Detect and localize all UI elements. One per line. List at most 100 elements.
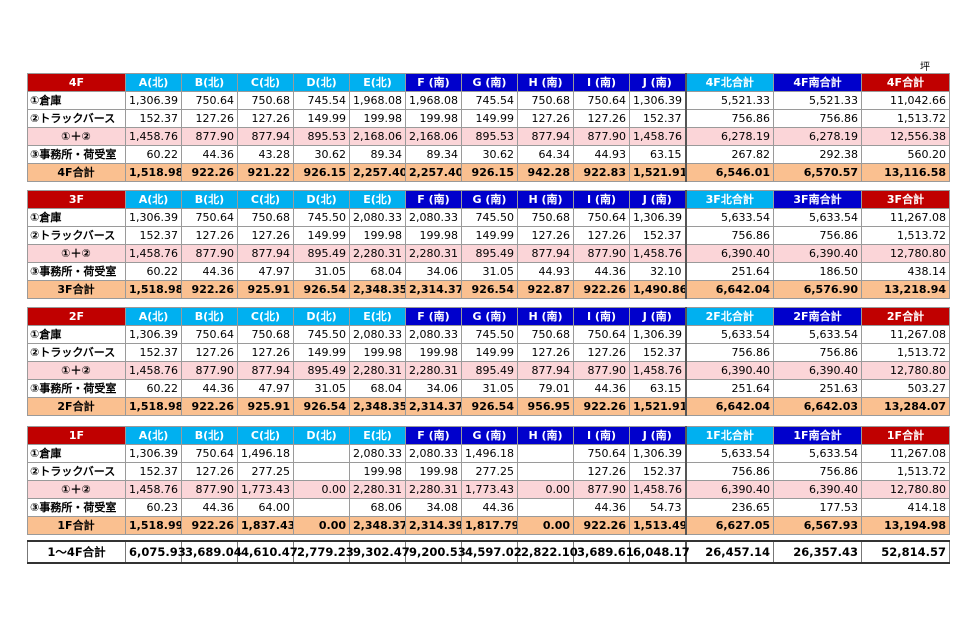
grand-total-table: 1～4F合計 6,075.93 3,689.04 4,610.47 2,779.23 9,…	[27, 540, 950, 564]
table-cell: 1,518.99	[125, 516, 182, 535]
table-cell: 12,556.38	[861, 127, 950, 146]
table-cell: 199.98	[349, 109, 406, 128]
table-cell: 43.28	[237, 145, 294, 164]
table-cell: 11,267.08	[861, 208, 950, 227]
table-cell: 68.06	[349, 498, 406, 517]
table-cell: 1,518.98	[125, 280, 182, 299]
table-cell: 127.26	[181, 226, 238, 245]
column-header: J (南)	[629, 190, 686, 209]
table-cell: 6,576.90	[773, 280, 862, 299]
table-cell: 30.62	[293, 145, 350, 164]
table-cell: 922.26	[573, 516, 630, 535]
unit-label: 坪	[920, 62, 930, 73]
table-cell: 1,306.39	[629, 208, 686, 227]
table-cell: 922.83	[573, 163, 630, 182]
table-cell: 2,257.40	[349, 163, 406, 182]
table-row-floor-total: 2F合計 1,518.98 922.26 925.91 926.54 2,348.35 2,…	[27, 397, 950, 416]
table-cell: 756.86	[684, 343, 774, 362]
column-header: I (南)	[573, 190, 630, 209]
row-label: 4F合計	[27, 163, 126, 182]
table-cell: 6,546.01	[684, 163, 774, 182]
row-label: 2F合計	[27, 397, 126, 416]
table-cell: 1,490.86	[629, 280, 686, 299]
table-cell: 2,280.31	[349, 361, 406, 380]
column-header: E(北)	[349, 307, 406, 326]
row-label: ①倉庫	[27, 208, 126, 227]
table-cell: 1,306.39	[629, 325, 686, 344]
table-cell: 60.22	[125, 262, 182, 281]
table-cell: 47.97	[237, 379, 294, 398]
table-cell: 2,257.40	[405, 163, 462, 182]
table-row-floor-total: 4F合計 1,518.98 922.26 921.22 926.15 2,257.40 2,…	[27, 163, 950, 182]
table-cell: 1,306.39	[629, 91, 686, 110]
table-header-row: 1F A(北) B(北) C(北) D(北) E(北) F (南) G (南) H (南) I (…	[27, 426, 950, 445]
table-cell: 1,458.76	[629, 244, 686, 263]
table-cell: 2,314.37	[405, 397, 462, 416]
grand-total-cell: 26,357.43	[773, 540, 862, 564]
table-cell: 64.34	[517, 145, 574, 164]
table-cell: 756.86	[684, 109, 774, 128]
grand-total-row: 1～4F合計 6,075.93 3,689.04 4,610.47 2,779.23 9,…	[27, 540, 950, 564]
table-cell: 895.53	[461, 127, 518, 146]
table-cell: 34.06	[405, 379, 462, 398]
table-row-office: ③事務所・荷受室 60.22 44.36 43.28 30.62 89.34 89.34 30…	[27, 145, 950, 164]
table-cell: 30.62	[461, 145, 518, 164]
table-cell: 750.68	[237, 208, 294, 227]
table-cell: 277.25	[237, 462, 294, 481]
table-cell: 152.37	[629, 226, 686, 245]
table-row-floor-total: 1F合計 1,518.99 922.26 1,837.43 0.00 2,348.37 2,…	[27, 516, 950, 535]
column-header: I (南)	[573, 73, 630, 92]
table-cell: 1,458.76	[125, 127, 182, 146]
table-cell: 44.36	[461, 498, 518, 517]
table-cell: 877.90	[573, 480, 630, 499]
column-header: D(北)	[293, 190, 350, 209]
table-cell: 922.26	[573, 397, 630, 416]
table-cell: 13,218.94	[861, 280, 950, 299]
table-cell: 2,314.39	[405, 516, 462, 535]
table-cell: 1,968.08	[405, 91, 462, 110]
table-cell: 31.05	[461, 379, 518, 398]
table-cell: 750.64	[181, 444, 238, 463]
table-cell: 127.26	[181, 343, 238, 362]
table-cell: 745.54	[461, 91, 518, 110]
table-cell	[293, 444, 350, 463]
table-cell: 922.26	[181, 163, 238, 182]
table-header-row: 4F A(北) B(北) C(北) D(北) E(北) F (南) G (南) H (南) I (…	[27, 73, 950, 92]
table-cell	[293, 462, 350, 481]
table-cell: 756.86	[684, 462, 774, 481]
table-cell: 2,280.31	[349, 480, 406, 499]
table-cell: 1,513.72	[861, 226, 950, 245]
table-cell: 277.25	[461, 462, 518, 481]
table-cell: 750.64	[573, 91, 630, 110]
table-cell: 922.87	[517, 280, 574, 299]
table-row-warehouse: ①倉庫 1,306.39 750.64 750.68 745.50 2,080.33 2,0…	[27, 208, 950, 227]
table-cell: 127.26	[181, 462, 238, 481]
table-cell: 877.90	[573, 244, 630, 263]
table-cell: 895.49	[461, 244, 518, 263]
table-cell: 877.90	[573, 127, 630, 146]
row-label: ②トラックバース	[27, 109, 126, 128]
table-cell: 1,513.72	[861, 343, 950, 362]
table-cell: 152.37	[125, 226, 182, 245]
row-label: ③事務所・荷受室	[27, 145, 126, 164]
table-cell: 745.50	[461, 208, 518, 227]
table-cell: 2,080.33	[349, 208, 406, 227]
table-cell: 1,458.76	[629, 361, 686, 380]
table-cell: 31.05	[293, 262, 350, 281]
table-cell: 926.54	[293, 397, 350, 416]
row-label: ①倉庫	[27, 444, 126, 463]
table-row-floor-total: 3F合計 1,518.98 922.26 925.91 926.54 2,348.35 2,…	[27, 280, 950, 299]
table-cell: 5,633.54	[684, 444, 774, 463]
table-cell: 414.18	[861, 498, 950, 517]
table-cell: 750.64	[181, 208, 238, 227]
table-cell: 2,280.31	[405, 361, 462, 380]
column-header-total: 4F南合計	[773, 73, 862, 92]
table-cell: 44.93	[573, 145, 630, 164]
table-cell: 2,280.31	[405, 480, 462, 499]
column-header: B(北)	[181, 426, 238, 445]
table-cell: 127.26	[573, 343, 630, 362]
table-row-truck-berth: ②トラックバース 152.37 127.26 127.26 149.99 199.98 19…	[27, 343, 950, 362]
table-cell: 177.53	[773, 498, 862, 517]
table-cell: 2,314.37	[405, 280, 462, 299]
column-header: J (南)	[629, 73, 686, 92]
